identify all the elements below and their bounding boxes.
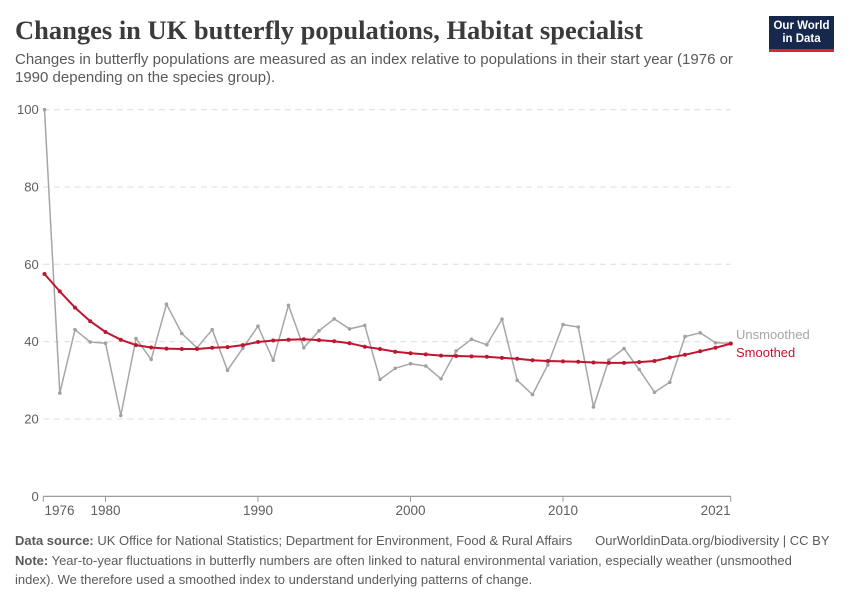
- svg-text:0: 0: [31, 489, 38, 504]
- svg-text:2000: 2000: [395, 503, 425, 518]
- svg-text:1976: 1976: [45, 503, 75, 518]
- svg-text:20: 20: [24, 412, 38, 427]
- svg-text:80: 80: [24, 180, 38, 195]
- svg-text:Unsmoothed: Unsmoothed: [736, 327, 810, 342]
- svg-text:1990: 1990: [243, 503, 273, 518]
- svg-text:Smoothed: Smoothed: [736, 345, 795, 360]
- svg-text:2010: 2010: [548, 503, 578, 518]
- svg-text:60: 60: [24, 257, 38, 272]
- svg-text:2021: 2021: [701, 503, 731, 518]
- svg-text:40: 40: [24, 334, 38, 349]
- svg-text:100: 100: [17, 102, 39, 117]
- svg-text:1980: 1980: [90, 503, 120, 518]
